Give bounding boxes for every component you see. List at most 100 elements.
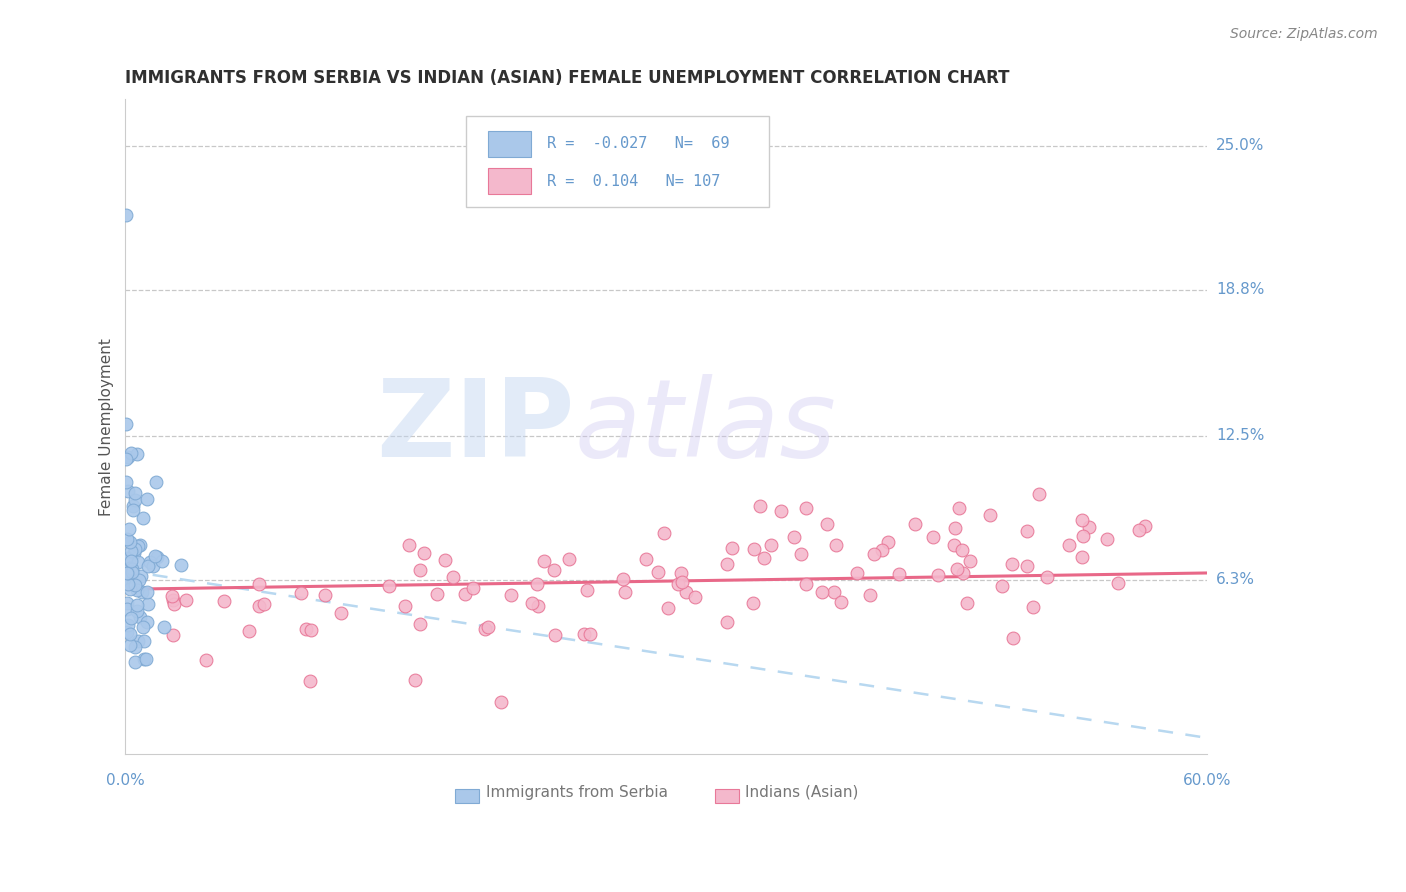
Point <box>533 554 555 568</box>
Point <box>823 585 845 599</box>
Point <box>117 450 139 465</box>
Point <box>404 673 426 687</box>
Point <box>576 582 599 597</box>
Point <box>153 620 176 634</box>
FancyBboxPatch shape <box>488 168 531 194</box>
Point <box>124 578 146 592</box>
Point <box>117 576 139 591</box>
Point <box>121 562 143 576</box>
Point <box>943 521 966 535</box>
Point <box>669 566 692 580</box>
Point <box>721 541 744 556</box>
Point <box>127 633 149 648</box>
Point <box>195 653 218 667</box>
Point <box>124 486 146 500</box>
Point <box>1078 519 1101 533</box>
Point <box>115 452 138 467</box>
Point <box>946 561 969 575</box>
Point <box>120 554 142 568</box>
Point <box>124 640 146 655</box>
Point <box>118 575 141 590</box>
Point <box>143 549 166 563</box>
Point <box>613 584 636 599</box>
Point <box>1057 538 1080 552</box>
Point <box>124 655 146 669</box>
Point <box>253 597 276 611</box>
Text: Source: ZipAtlas.com: Source: ZipAtlas.com <box>1230 27 1378 41</box>
Point <box>578 627 600 641</box>
Point <box>145 475 167 489</box>
Point <box>612 572 634 586</box>
Point <box>657 601 679 615</box>
Point <box>124 492 146 507</box>
Point <box>759 538 782 552</box>
Point <box>132 620 155 634</box>
Point <box>299 673 322 688</box>
Point <box>425 587 447 601</box>
Point <box>118 582 141 596</box>
Point <box>132 510 155 524</box>
Point <box>783 530 806 544</box>
Point <box>647 565 669 579</box>
Text: Indians (Asian): Indians (Asian) <box>745 785 859 799</box>
Point <box>115 475 138 490</box>
Point <box>950 543 973 558</box>
Text: Immigrants from Serbia: Immigrants from Serbia <box>485 785 668 799</box>
Point <box>150 553 173 567</box>
Text: 25.0%: 25.0% <box>1216 138 1264 153</box>
Point <box>1128 523 1150 537</box>
Point <box>163 597 186 611</box>
Point <box>115 551 138 566</box>
Point <box>652 525 675 540</box>
Point <box>170 558 193 573</box>
Point <box>790 547 813 561</box>
Point <box>238 624 260 638</box>
Point <box>887 567 910 582</box>
Point <box>558 552 581 566</box>
Point <box>952 566 974 580</box>
FancyBboxPatch shape <box>467 116 769 207</box>
Point <box>474 622 496 636</box>
Text: 18.8%: 18.8% <box>1216 282 1264 297</box>
Point <box>120 535 142 549</box>
FancyBboxPatch shape <box>714 789 738 804</box>
Point <box>477 620 499 634</box>
Point <box>1133 518 1156 533</box>
Point <box>1001 558 1024 572</box>
Point <box>741 596 763 610</box>
Point <box>136 558 159 573</box>
Point <box>1017 558 1039 573</box>
Point <box>121 566 143 580</box>
Text: 60.0%: 60.0% <box>1182 772 1232 788</box>
Point <box>870 542 893 557</box>
Point <box>666 576 689 591</box>
Point <box>136 584 159 599</box>
Point <box>378 579 401 593</box>
Point <box>125 604 148 618</box>
Point <box>441 570 464 584</box>
Point <box>716 615 738 629</box>
Text: 6.3%: 6.3% <box>1216 573 1256 588</box>
Point <box>295 623 318 637</box>
Point <box>520 596 543 610</box>
Point <box>114 417 136 432</box>
Point <box>543 628 565 642</box>
Text: 12.5%: 12.5% <box>1216 428 1264 443</box>
Point <box>846 566 869 580</box>
Point <box>742 541 765 556</box>
Point <box>991 579 1014 593</box>
Y-axis label: Female Unemployment: Female Unemployment <box>100 338 114 516</box>
Point <box>979 508 1001 523</box>
Point <box>117 617 139 632</box>
Point <box>118 522 141 536</box>
Point <box>904 516 927 531</box>
Point <box>1028 486 1050 500</box>
Point <box>754 550 776 565</box>
Point <box>122 546 145 560</box>
Point <box>127 539 149 553</box>
Point <box>132 634 155 648</box>
Point <box>127 555 149 569</box>
Point <box>114 208 136 222</box>
Point <box>120 544 142 558</box>
Point <box>122 502 145 516</box>
